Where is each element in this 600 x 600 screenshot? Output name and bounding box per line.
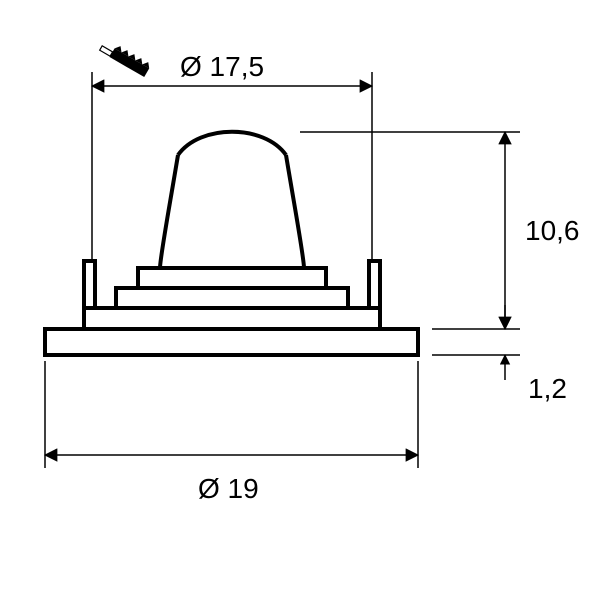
dim-flange-label: Ø 19 bbox=[198, 473, 259, 504]
dim-cutout-label: Ø 17,5 bbox=[180, 51, 264, 82]
dim-body-height bbox=[300, 132, 520, 329]
dim-cutout-diameter bbox=[92, 72, 372, 260]
fixture-dimension-diagram: Ø 17,5 Ø 19 10,6 1,2 bbox=[0, 0, 600, 600]
dim-flange-thickness bbox=[432, 305, 520, 380]
dim-body-height-label: 10,6 bbox=[525, 215, 580, 246]
dim-flange-diameter bbox=[45, 361, 418, 468]
saw-icon bbox=[99, 38, 152, 77]
dim-flange-thickness-label: 1,2 bbox=[528, 373, 567, 404]
fixture-outline bbox=[45, 132, 418, 355]
